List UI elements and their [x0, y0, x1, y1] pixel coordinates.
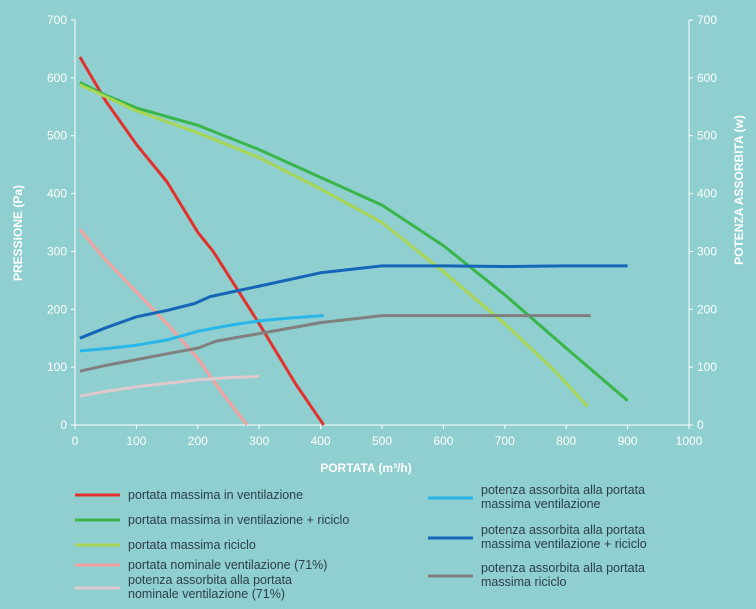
- right-y-tick-label: 500: [697, 129, 717, 143]
- legend-label-line-2: massima ventilazione: [481, 497, 601, 511]
- legend-label: potenza assorbita alla portata massima ve…: [481, 523, 647, 551]
- x-axis-title: PORTATA (m³/h): [320, 461, 412, 475]
- left-y-tick-label: 700: [47, 13, 67, 27]
- right-y-tick-label: 300: [697, 244, 717, 258]
- legend-label: portata massima in ventilazione + ricicl…: [128, 513, 349, 527]
- x-tick-label: 700: [495, 434, 515, 448]
- x-tick-label: 0: [72, 434, 79, 448]
- left-y-tick-label: 500: [47, 129, 67, 143]
- legend-item-3: portata massima riciclo: [75, 538, 256, 552]
- series-line-2: [79, 81, 629, 402]
- legend-item-5: potenza assorbita alla portata nominale v…: [75, 573, 292, 601]
- legend-item-8: potenza assorbita alla portata massima ri…: [428, 561, 645, 589]
- x-tick-label: 800: [556, 434, 576, 448]
- series-line-6: [79, 314, 324, 353]
- legend-label-line-1: potenza assorbita alla portata: [128, 573, 292, 587]
- series-line-8: [79, 314, 591, 373]
- series-line-1: [78, 56, 325, 426]
- legend-label-line-2: nominale ventilazione (71%): [128, 587, 285, 601]
- right-y-tick-label: 0: [697, 418, 704, 432]
- x-tick-label: 300: [249, 434, 269, 448]
- x-tick-label: 100: [126, 434, 146, 448]
- legend-label-line-1: potenza assorbita alla portata: [481, 523, 645, 537]
- left-y-tick-label: 200: [47, 302, 67, 316]
- left-y-tick-label: 600: [47, 71, 67, 85]
- left-y-axis-title: PRESSIONE (Pa): [11, 185, 25, 281]
- legend-label: portata massima riciclo: [128, 538, 256, 552]
- legend-label-line-1: potenza assorbita alla portata: [481, 561, 645, 575]
- left-y-tick-label: 400: [47, 187, 67, 201]
- legend-item-6: potenza assorbita alla portata massima ve…: [428, 483, 645, 511]
- right-y-tick-label: 200: [697, 302, 717, 316]
- legend-label-line-2: massima riciclo: [481, 575, 566, 589]
- legend-label: potenza assorbita alla portata massima ve…: [481, 483, 645, 511]
- right-y-tick-label: 100: [697, 360, 717, 374]
- right-y-tick-label: 700: [697, 13, 717, 27]
- legend-label: portata nominale ventilazione (71%): [128, 558, 327, 572]
- x-tick-label: 1000: [676, 434, 703, 448]
- series-line-3: [79, 83, 589, 408]
- series-line-7: [79, 264, 628, 340]
- x-tick-label: 500: [372, 434, 392, 448]
- x-tick-label: 900: [618, 434, 638, 448]
- right-y-tick-label: 600: [697, 71, 717, 85]
- left-y-tick-label: 300: [47, 244, 67, 258]
- series-line-4: [78, 228, 249, 426]
- legend-label: potenza assorbita alla portata massima ri…: [481, 561, 645, 589]
- legend-item-2: portata massima in ventilazione + ricicl…: [75, 513, 349, 527]
- left-y-tick-label: 0: [60, 418, 67, 432]
- right-y-tick-label: 400: [697, 187, 717, 201]
- legend-label: portata massima in ventilazione: [128, 488, 303, 502]
- legend-label-line-1: potenza assorbita alla portata: [481, 483, 645, 497]
- x-tick-label: 200: [188, 434, 208, 448]
- legend-item-7: potenza assorbita alla portata massima ve…: [428, 523, 647, 551]
- right-y-axis-title: POTENZA ASSORBITA (w): [732, 115, 746, 265]
- left-y-tick-label: 100: [47, 360, 67, 374]
- x-tick-label: 400: [311, 434, 331, 448]
- legend-item-1: portata massima in ventilazione: [75, 488, 303, 502]
- legend-label-line-2: massima ventilazione + riciclo: [481, 537, 647, 551]
- legend-label: potenza assorbita alla portata nominale v…: [128, 573, 292, 601]
- legend-item-4: portata nominale ventilazione (71%): [75, 558, 327, 572]
- series-line-5: [79, 374, 260, 398]
- x-tick-label: 600: [433, 434, 453, 448]
